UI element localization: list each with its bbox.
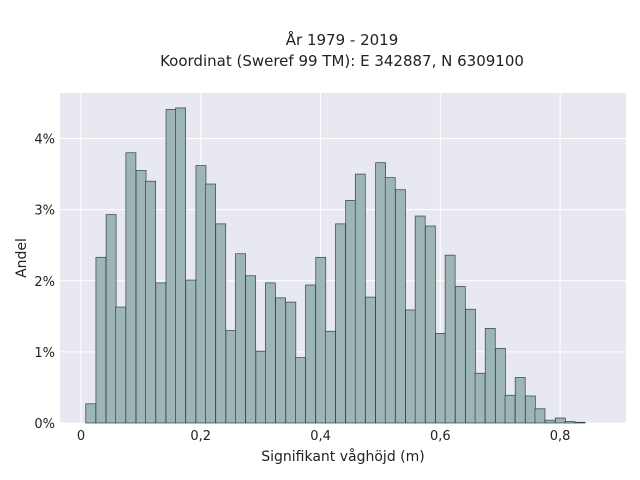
histogram-bar-25 <box>335 223 346 424</box>
histogram-bar-46 <box>544 419 556 424</box>
histogram-bar-34 <box>425 225 436 424</box>
histogram-bar-47 <box>554 417 566 424</box>
x-tick-label-2: 0,4 <box>310 429 331 444</box>
histogram-bar-28 <box>365 296 376 424</box>
histogram-bar-24 <box>324 330 336 424</box>
histogram-bar-20 <box>285 301 297 424</box>
histogram-bar-12 <box>205 183 216 424</box>
histogram-bar-30 <box>384 177 396 424</box>
histogram-bar-1 <box>95 256 107 424</box>
histogram-bar-38 <box>465 308 476 424</box>
histogram-bar-37 <box>454 286 466 424</box>
histogram-bar-42 <box>504 394 516 424</box>
histogram-bar-40 <box>484 328 496 424</box>
histogram-bar-43 <box>514 377 526 424</box>
histogram-bar-31 <box>395 189 406 424</box>
histogram-bar-22 <box>305 284 316 424</box>
histogram-bar-26 <box>345 200 357 424</box>
histogram-bar-49 <box>574 421 586 424</box>
histogram-bar-7 <box>155 282 167 424</box>
histogram-bar-44 <box>525 395 536 424</box>
y-tick-label-3: 3% <box>34 204 55 219</box>
x-axis-ticks: 0 0,2 0,4 0,6 0,8 <box>77 429 571 444</box>
histogram-bar-2 <box>105 214 117 424</box>
histogram-bar-15 <box>235 253 246 424</box>
histogram-bar-33 <box>414 215 426 424</box>
y-axis-ticks: 0% 1% 2% 3% 4% <box>34 133 55 432</box>
histogram-bar-17 <box>255 350 267 424</box>
histogram-bar-35 <box>435 333 446 424</box>
histogram-bar-0 <box>85 403 97 424</box>
histogram-bar-8 <box>165 109 177 424</box>
histogram-bar-32 <box>405 309 416 424</box>
histogram-bar-45 <box>534 408 546 424</box>
histogram-bar-21 <box>295 357 306 424</box>
histogram-bar-14 <box>225 330 237 424</box>
histogram-bar-48 <box>564 421 576 424</box>
histogram-bar-3 <box>115 306 127 424</box>
histogram-bar-41 <box>495 347 506 424</box>
histogram-bar-13 <box>215 223 227 424</box>
histogram-bar-5 <box>135 170 147 424</box>
histogram-bar-6 <box>145 180 157 424</box>
x-tick-label-4: 0,8 <box>550 429 571 444</box>
chart-title-line-1: År 1979 - 2019 <box>286 30 399 49</box>
y-tick-label-2: 2% <box>34 275 55 290</box>
x-tick-label-1: 0,2 <box>190 429 211 444</box>
histogram-bar-18 <box>265 282 276 424</box>
y-tick-label-4: 4% <box>34 133 55 148</box>
x-tick-label-3: 0,6 <box>430 429 451 444</box>
x-tick-label-0: 0 <box>77 429 85 444</box>
histogram-bar-19 <box>275 297 286 424</box>
y-tick-label-1: 1% <box>34 346 55 361</box>
histogram-bar-29 <box>375 162 386 424</box>
histogram-bar-39 <box>474 372 486 424</box>
histogram-bars <box>85 107 586 424</box>
histogram-bar-27 <box>354 173 366 424</box>
histogram-bar-23 <box>315 256 327 424</box>
histogram-bar-36 <box>444 254 456 424</box>
chart-title-line-2: Koordinat (Sweref 99 TM): E 342887, N 63… <box>160 52 524 70</box>
histogram-bar-10 <box>185 279 197 424</box>
y-tick-label-0: 0% <box>34 417 55 432</box>
x-axis-label: Signifikant våghöjd (m) <box>261 448 424 465</box>
y-axis-label: Andel <box>14 238 30 278</box>
histogram-bar-4 <box>125 152 137 424</box>
histogram-bar-16 <box>245 275 257 424</box>
histogram-bar-11 <box>195 165 207 424</box>
histogram-bar-9 <box>175 107 186 424</box>
